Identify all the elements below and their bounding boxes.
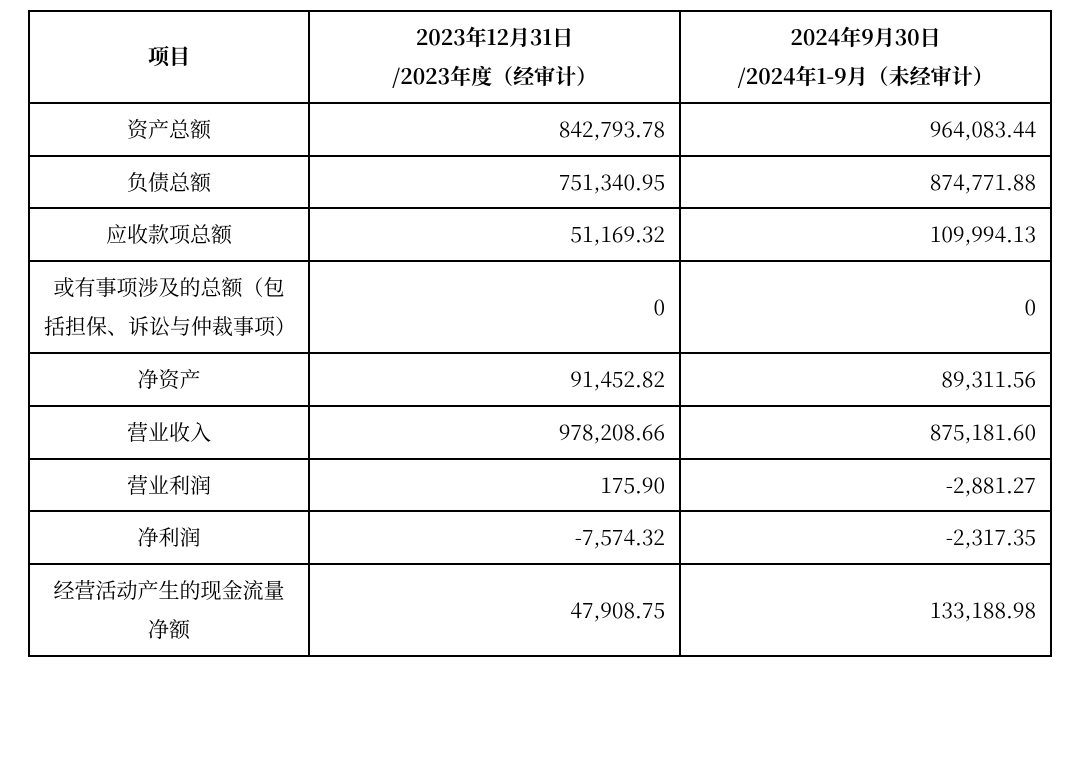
col-header-label: 项目	[29, 11, 309, 103]
row-value-2024: -2,317.35	[680, 511, 1051, 564]
table-body: 资产总额 842,793.78 964,083.44 负债总额 751,340.…	[29, 103, 1051, 656]
table-row: 净资产 91,452.82 89,311.56	[29, 353, 1051, 406]
row-value-2023: 842,793.78	[309, 103, 680, 156]
col-header-2024-line2: /2024年1-9月（未经审计）	[695, 57, 1036, 96]
row-value-2024: 0	[680, 261, 1051, 353]
row-value-2024: 964,083.44	[680, 103, 1051, 156]
row-value-2023: 47,908.75	[309, 564, 680, 656]
col-header-2024-line1: 2024年9月30日	[695, 18, 1036, 57]
col-header-2024: 2024年9月30日 /2024年1-9月（未经审计）	[680, 11, 1051, 103]
table-row: 营业收入 978,208.66 875,181.60	[29, 406, 1051, 459]
col-header-2023: 2023年12月31日 /2023年度（经审计）	[309, 11, 680, 103]
row-value-2023: 175.90	[309, 459, 680, 512]
row-value-2023: 751,340.95	[309, 156, 680, 209]
row-value-2023: 91,452.82	[309, 353, 680, 406]
row-label: 经营活动产生的现金流量净额	[29, 564, 309, 656]
row-label: 净资产	[29, 353, 309, 406]
col-header-label-line1: 项目	[44, 37, 294, 76]
row-label: 资产总额	[29, 103, 309, 156]
financial-table: 项目 2023年12月31日 /2023年度（经审计） 2024年9月30日 /…	[28, 10, 1052, 657]
row-label: 或有事项涉及的总额（包括担保、诉讼与仲裁事项）	[29, 261, 309, 353]
row-label: 应收款项总额	[29, 208, 309, 261]
row-value-2024: 875,181.60	[680, 406, 1051, 459]
row-value-2023: -7,574.32	[309, 511, 680, 564]
row-label: 负债总额	[29, 156, 309, 209]
table-row: 或有事项涉及的总额（包括担保、诉讼与仲裁事项） 0 0	[29, 261, 1051, 353]
row-value-2024: 109,994.13	[680, 208, 1051, 261]
row-value-2024: -2,881.27	[680, 459, 1051, 512]
row-label: 净利润	[29, 511, 309, 564]
table-row: 经营活动产生的现金流量净额 47,908.75 133,188.98	[29, 564, 1051, 656]
row-label: 营业利润	[29, 459, 309, 512]
table-row: 净利润 -7,574.32 -2,317.35	[29, 511, 1051, 564]
row-value-2023: 51,169.32	[309, 208, 680, 261]
table-row: 应收款项总额 51,169.32 109,994.13	[29, 208, 1051, 261]
row-value-2023: 978,208.66	[309, 406, 680, 459]
row-value-2023: 0	[309, 261, 680, 353]
table-row: 资产总额 842,793.78 964,083.44	[29, 103, 1051, 156]
table-row: 营业利润 175.90 -2,881.27	[29, 459, 1051, 512]
col-header-2023-line2: /2023年度（经审计）	[324, 57, 665, 96]
row-value-2024: 133,188.98	[680, 564, 1051, 656]
table-header-row: 项目 2023年12月31日 /2023年度（经审计） 2024年9月30日 /…	[29, 11, 1051, 103]
col-header-2023-line1: 2023年12月31日	[324, 18, 665, 57]
row-label: 营业收入	[29, 406, 309, 459]
row-value-2024: 874,771.88	[680, 156, 1051, 209]
table-row: 负债总额 751,340.95 874,771.88	[29, 156, 1051, 209]
row-value-2024: 89,311.56	[680, 353, 1051, 406]
